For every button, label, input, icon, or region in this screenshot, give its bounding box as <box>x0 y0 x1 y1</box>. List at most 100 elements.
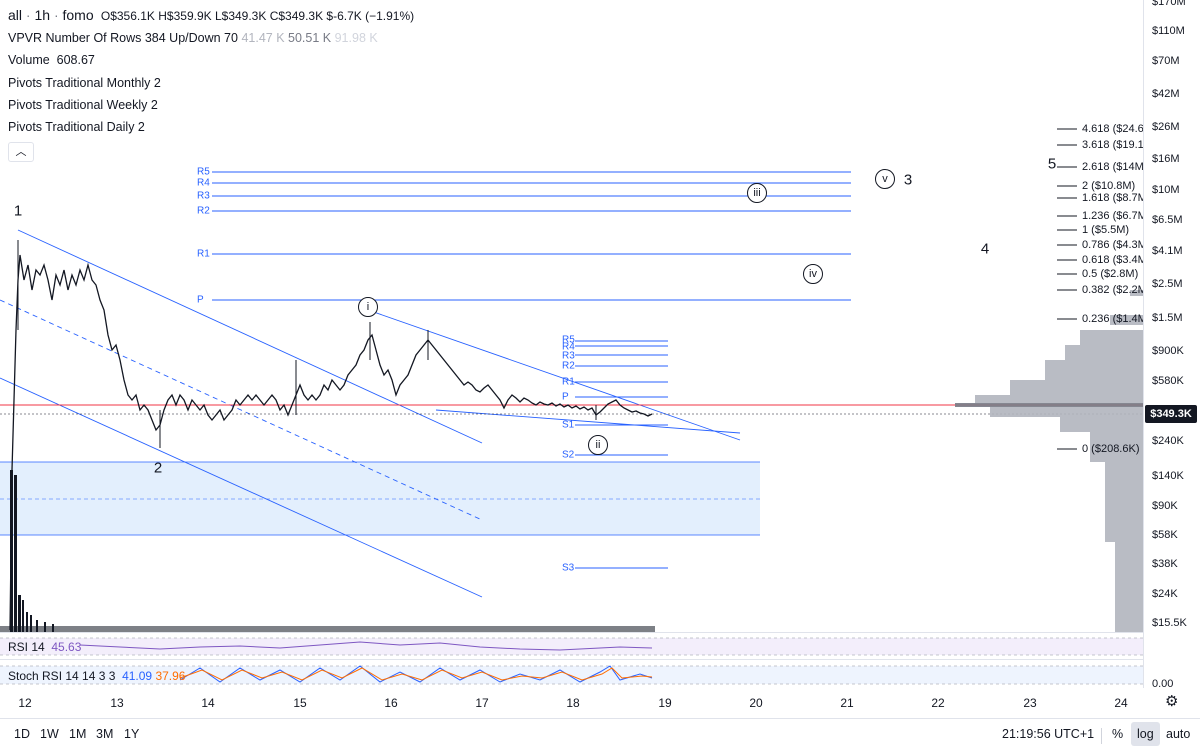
fib-level-0: 0 ($208.6K) <box>1082 443 1140 455</box>
bottom-toolbar: 1D 1W 1M 3M 1Y 21:19:56 UTC+1 % log auto <box>0 718 1200 751</box>
price-label: $58K <box>1152 529 1178 541</box>
wave-label-v[interactable]: v <box>875 169 895 189</box>
pivots-daily-legend[interactable]: Pivots Traditional Daily 2 <box>8 120 145 134</box>
price-label: $90K <box>1152 500 1178 512</box>
pivot-daily-r2: R2 <box>562 360 575 372</box>
fib-level-3618: 3.618 ($19.1 <box>1082 139 1144 151</box>
price-label: $10M <box>1152 184 1180 196</box>
price-label: $1.5M <box>1152 312 1183 324</box>
rsi-pane[interactable]: RSI 14 45.63 <box>0 632 1143 660</box>
price-label: $24K <box>1152 588 1178 600</box>
pivot-daily-r1: R1 <box>562 376 575 388</box>
ohlc-open: O$356.1K <box>100 9 155 23</box>
price-label: $38K <box>1152 558 1178 570</box>
time-label: 24 <box>1114 696 1128 710</box>
vpvr-legend[interactable]: VPVR Number Of Rows 384 Up/Down 70 41.47… <box>8 31 378 45</box>
range-1m-button[interactable]: 1M <box>69 727 87 741</box>
price-label: $26M <box>1152 121 1180 133</box>
gear-icon[interactable]: ⚙ <box>1165 693 1179 710</box>
time-label: 12 <box>18 696 32 710</box>
fib-level-0382: 0.382 ($2.2M <box>1082 284 1144 296</box>
range-1d-button[interactable]: 1D <box>14 727 30 741</box>
range-1y-button[interactable]: 1Y <box>124 727 140 741</box>
auto-scale-button[interactable]: auto <box>1166 727 1191 741</box>
price-label: $16M <box>1152 153 1180 165</box>
fib-level-0786: 0.786 ($4.3M <box>1082 239 1144 251</box>
fib-level-2: 2 ($10.8M) <box>1082 180 1136 192</box>
volume-value: 608.67 <box>56 53 95 67</box>
wave-label-2[interactable]: 2 <box>153 459 163 477</box>
symbol-name[interactable]: all <box>8 7 23 23</box>
stoch-legend[interactable]: Stoch RSI 14 14 3 3 41.09 37.96 <box>8 669 185 683</box>
time-label: 19 <box>658 696 672 710</box>
price-chart[interactable] <box>0 0 1143 632</box>
fib-level-0618: 0.618 ($3.4M <box>1082 254 1144 266</box>
pivot-daily-r4: R4 <box>562 341 575 353</box>
pivot-weekly-r3: R3 <box>197 190 210 202</box>
rsi-legend[interactable]: RSI 14 45.63 <box>8 640 81 654</box>
fib-level-0236: 0.236 ($1.4M <box>1082 313 1144 325</box>
pivot-weekly-r4: R4 <box>197 177 210 189</box>
rsi-value: 45.63 <box>51 640 82 654</box>
range-1w-button[interactable]: 1W <box>40 727 59 741</box>
percent-scale-button[interactable]: % <box>1112 727 1124 741</box>
wave-label-ii[interactable]: ii <box>588 435 608 455</box>
pivots-monthly-legend[interactable]: Pivots Traditional Monthly 2 <box>8 76 161 90</box>
price-axis[interactable]: $170M $110M $70M $42M $26M $16M $10M $6.… <box>1143 0 1200 690</box>
pivot-weekly-r2: R2 <box>197 205 210 217</box>
pivot-weekly-p: P <box>197 294 204 306</box>
wave-label-iv[interactable]: iv <box>803 264 823 284</box>
pivots-weekly-legend[interactable]: Pivots Traditional Weekly 2 <box>8 98 158 112</box>
pivot-daily-r3: R3 <box>562 350 575 362</box>
ohlc-low: L$349.3K <box>214 9 267 23</box>
vpvr-label: VPVR Number Of Rows 384 Up/Down 70 <box>8 31 238 45</box>
time-label: 14 <box>201 696 215 710</box>
stoch-axis-label: 0.00 <box>1152 678 1174 690</box>
stoch-rsi-pane[interactable]: Stoch RSI 14 14 3 3 41.09 37.96 <box>0 659 1143 689</box>
wave-label-1[interactable]: 1 <box>13 202 23 220</box>
wave-label-4[interactable]: 4 <box>980 240 990 258</box>
ohlc-change: $-6.7K (−1.91%) <box>326 9 415 23</box>
fib-level-4618: 4.618 ($24.6 <box>1082 123 1144 135</box>
price-label: $70M <box>1152 55 1180 67</box>
stoch-label: Stoch RSI 14 14 3 3 <box>8 669 116 683</box>
chevron-up-icon: ︿ <box>15 146 27 158</box>
pivot-daily-s3: S3 <box>562 562 575 574</box>
fib-level-1618: 1.618 ($8.7M <box>1082 192 1144 204</box>
clock-timezone[interactable]: 21:19:56 UTC+1 <box>1002 727 1095 741</box>
stoch-d-value: 37.96 <box>155 669 186 683</box>
ohlc-close: C$349.3K <box>269 9 324 23</box>
time-label: 18 <box>566 696 580 710</box>
symbol-header[interactable]: all · 1h · fomo O$356.1K H$359.9K L$349.… <box>8 7 415 23</box>
fib-level-1: 1 ($5.5M) <box>1082 224 1130 236</box>
price-label: $110M <box>1152 25 1185 37</box>
rsi-label: RSI 14 <box>8 640 45 654</box>
pivot-daily-p: P <box>562 391 569 403</box>
price-label: $900K <box>1152 345 1184 357</box>
range-3m-button[interactable]: 3M <box>96 727 114 741</box>
wave-label-i[interactable]: i <box>358 297 378 317</box>
price-label: $170M <box>1152 0 1186 8</box>
time-label: 23 <box>1023 696 1037 710</box>
wave-label-3[interactable]: 3 <box>903 171 913 189</box>
time-label: 21 <box>840 696 854 710</box>
fib-level-2618: 2.618 ($14M <box>1082 161 1144 173</box>
fib-level-1236: 1.236 ($6.7M <box>1082 210 1144 222</box>
pivot-weekly-r1: R1 <box>197 248 210 260</box>
pivot-daily-s1: S1 <box>562 419 575 431</box>
volume-legend[interactable]: Volume 608.67 <box>8 53 95 67</box>
interval[interactable]: 1h <box>34 7 51 23</box>
stoch-k-value: 41.09 <box>122 669 153 683</box>
time-label: 22 <box>931 696 945 710</box>
wave-label-5[interactable]: 5 <box>1047 155 1057 173</box>
time-axis[interactable]: 12 13 14 15 16 17 18 19 20 21 22 23 24 <box>0 688 1143 718</box>
time-label: 13 <box>110 696 124 710</box>
current-price-badge: $349.3K <box>1145 405 1197 423</box>
vpvr-down: 50.51 K <box>288 31 332 45</box>
wave-label-iii[interactable]: iii <box>747 183 767 203</box>
log-scale-button[interactable]: log <box>1131 722 1160 746</box>
volume-label: Volume <box>8 53 50 67</box>
collapse-legend-button[interactable]: ︿ <box>8 142 34 162</box>
pivot-weekly-r5: R5 <box>197 166 210 178</box>
time-label: 15 <box>293 696 307 710</box>
